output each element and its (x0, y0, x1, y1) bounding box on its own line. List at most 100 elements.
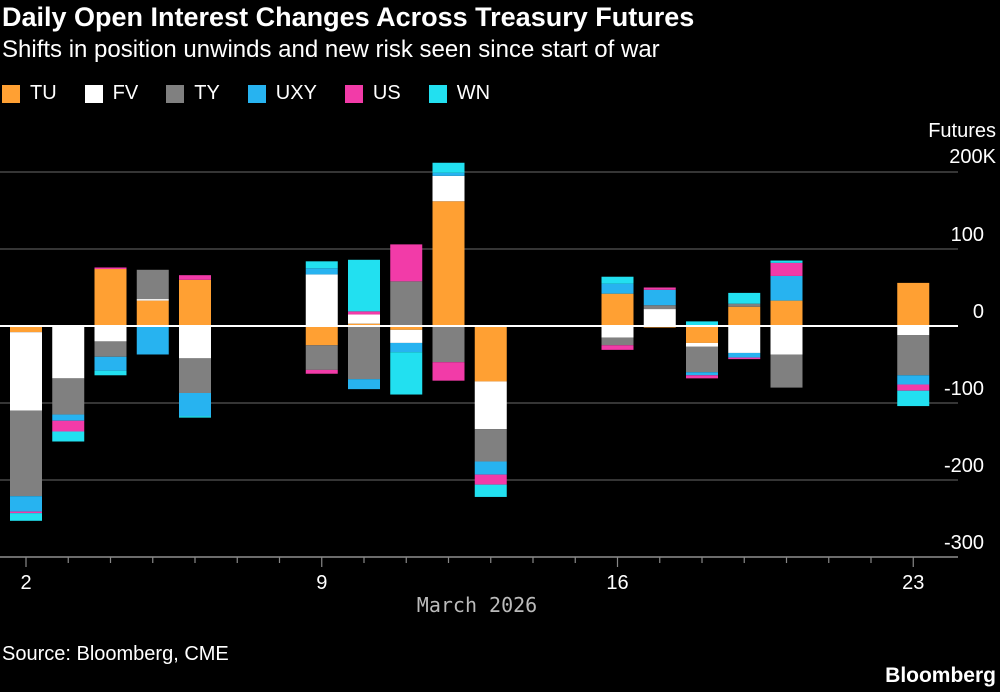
bar-segment-wn (305, 261, 338, 269)
y-tick-label-top: 200K (949, 146, 996, 168)
bar-segment-wn (390, 352, 423, 395)
y-tick-label: 100 (951, 224, 984, 246)
chart-title: Daily Open Interest Changes Across Treas… (2, 2, 695, 32)
bar-segment-uxy (643, 289, 676, 306)
bar-segment-fv (728, 326, 761, 353)
bar-segment-uxy (474, 461, 507, 475)
bar-segment-fv (10, 332, 42, 411)
bar-segment-wn (52, 431, 85, 442)
source-note: Source: Bloomberg, CME (2, 643, 229, 665)
bar-segment-tu (601, 293, 634, 326)
bar-segment-ty (897, 335, 930, 376)
bar-segment-tu (179, 279, 211, 326)
bar-segment-tu (348, 323, 380, 326)
bar-segment-fv (52, 326, 85, 379)
bar-segment-uxy (94, 356, 127, 371)
chart-subtitle: Shifts in position unwinds and new risk … (2, 36, 660, 63)
bar-segment-us (432, 362, 465, 381)
legend-label-tu: TU (30, 82, 57, 104)
legend-swatch-us (344, 84, 363, 103)
bar-segment-wn (728, 292, 761, 304)
bar-segment-us (728, 357, 761, 360)
bar-segment-tu (305, 326, 338, 346)
bar-segment-wn (94, 370, 127, 376)
bar-segment-fv (643, 309, 676, 326)
y-tick-label: -200 (944, 455, 984, 477)
bar-segment-ty (390, 281, 423, 326)
bar-segment-ty (136, 269, 169, 300)
legend-item-fv: FV (84, 82, 139, 105)
legend-label-us: US (372, 82, 401, 104)
bar-segment-uxy (686, 372, 718, 376)
bar-segment-ty (305, 345, 338, 370)
bar-segment-wn (432, 162, 465, 173)
bar-segment-ty (728, 303, 761, 307)
bar-segment-fv (474, 381, 507, 430)
bar-segment-uxy (728, 352, 761, 358)
bar-segment-uxy (10, 496, 42, 512)
bar-segment-uxy (136, 326, 169, 355)
bar-segment-tu (474, 326, 507, 382)
bar-segment-us (305, 369, 338, 374)
legend-label-wn: WN (456, 82, 491, 104)
bar-segment-us (94, 267, 127, 270)
bar-segment-us (686, 375, 718, 379)
bar-segment-wn (601, 276, 634, 284)
bar-segment-fv (179, 326, 211, 359)
bar-segment-ty (432, 326, 465, 363)
y-axis-label: Futures (928, 120, 996, 142)
bar-segment-tu (94, 269, 127, 326)
bar-segment-ty (94, 341, 127, 357)
bar-segment-uxy (770, 275, 803, 301)
y-tick-label: -300 (944, 532, 984, 554)
bar-segment-uxy (897, 375, 930, 385)
bar-segment-wn (10, 513, 42, 521)
bar-segment-ty (52, 378, 85, 415)
bar-segment-tu (686, 326, 718, 343)
bar-segment-fv (770, 326, 803, 355)
bar-segment-tu (770, 300, 803, 326)
bar-segment-us (52, 420, 85, 432)
legend-label-fv: FV (112, 82, 139, 104)
legend-swatch-fv (84, 84, 103, 103)
bar-segment-ty (686, 346, 718, 373)
legend-label-uxy: UXY (275, 82, 317, 104)
bar-segment-ty (10, 410, 42, 497)
bar-segment-us (601, 345, 634, 350)
legend-swatch-uxy (247, 84, 266, 103)
bar-segment-ty (474, 429, 507, 462)
bar-segment-wn (179, 416, 211, 418)
x-axis-label: March 2026 (417, 593, 537, 617)
legend: TU FV TY UXY US WN (2, 82, 518, 105)
legend-item-uxy: UXY (247, 82, 317, 105)
bar-segment-us (179, 275, 211, 280)
legend-item-wn: WN (428, 82, 491, 105)
x-tick-label: 16 (606, 572, 628, 594)
bar-segment-ty (179, 358, 211, 393)
bar-segment-tu (136, 300, 169, 326)
x-tick-label: 2 (20, 572, 31, 594)
bar-segment-ty (601, 337, 634, 346)
bar-segment-wn (348, 259, 380, 312)
bar-segment-fv (348, 314, 380, 324)
bar-segment-us (897, 384, 930, 391)
legend-swatch-wn (428, 84, 447, 103)
bar-segment-wn (686, 321, 718, 326)
bar-segment-wn (474, 484, 507, 497)
bar-segment-wn (770, 260, 803, 263)
bar-segment-tu (897, 282, 930, 326)
x-tick-label: 23 (902, 572, 924, 594)
bar-segment-tu (432, 201, 465, 326)
bar-segment-tu (10, 326, 42, 333)
bar-segment-ty (348, 326, 380, 380)
bar-segment-fv (94, 326, 127, 342)
bar-segment-us (348, 311, 380, 315)
bar-segment-tu (390, 326, 423, 330)
bar-segment-us (643, 287, 676, 290)
bar-segment-uxy (390, 342, 423, 353)
bar-segment-uxy (348, 379, 380, 390)
bar-segment-fv (601, 326, 634, 338)
legend-swatch-ty (166, 84, 185, 103)
bar-segment-us (390, 244, 423, 282)
legend-item-us: US (344, 82, 401, 105)
